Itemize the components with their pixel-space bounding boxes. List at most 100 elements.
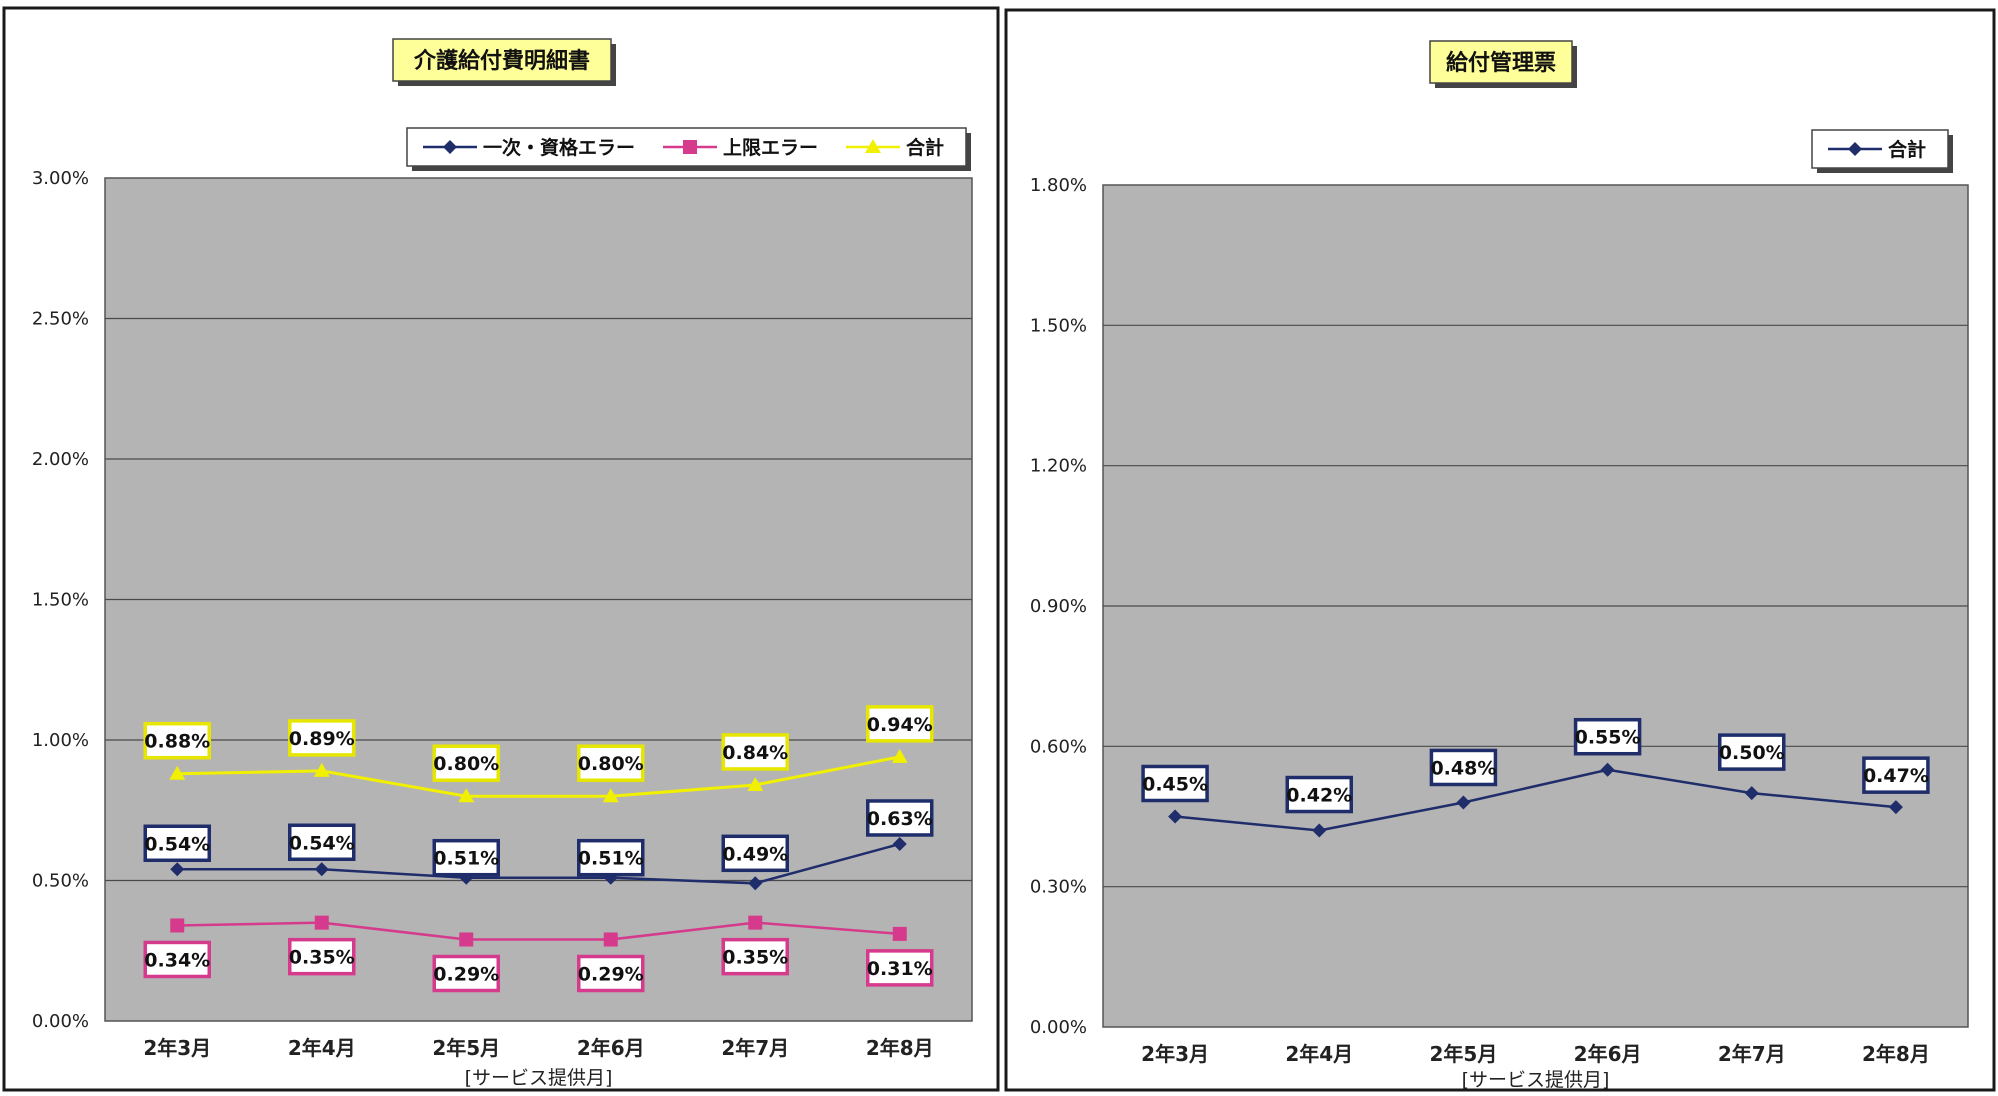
legend-marker [443,140,457,154]
data-point [748,915,763,930]
legend-marker [683,140,697,154]
x-category-label: 2年4月 [288,1036,356,1060]
y-tick-label: 1.50% [32,590,89,611]
data-label: 0.54% [144,833,210,855]
data-label-box [577,954,645,993]
data-point [459,932,474,947]
legend-label: 合計 [1888,138,1926,161]
x-category-label: 2年8月 [1862,1042,1930,1066]
legend-marker [1848,142,1862,156]
data-label: 0.29% [433,964,499,986]
data-label-box [577,744,645,782]
y-tick-label: 0.90% [1030,596,1087,617]
data-point [892,836,907,851]
data-label-box [432,954,500,993]
data-point [170,918,185,933]
x-category-label: 2年7月 [721,1036,789,1060]
data-point [603,932,618,947]
data-label-box [866,705,934,743]
series-line [177,842,901,885]
data-point [1312,823,1327,838]
data-point [602,788,619,803]
chart-kyufu-kanrihyo: 0.00% 0.30% 0.60% 0.90% 1.20% 1.50% 1.80% 2年3月 2… [1030,40,1969,1091]
data-label-box [288,719,356,757]
x-category-label: 2年5月 [1429,1042,1497,1066]
y-tick-label: 0.60% [1030,736,1087,757]
y-tick-label: 0.50% [32,871,89,892]
chart-kaigo-kyufuhi-meisaisho: 0.00% 0.50% 1.00% 1.50% 2.00% 2.50% 3.00% 2年3月 2… [32,38,973,1089]
data-point [314,915,329,930]
data-label: 0.80% [433,753,499,775]
data-label: 0.63% [867,808,933,830]
x-category-label: 2年3月 [1141,1042,1209,1066]
data-label-box [1429,748,1498,787]
y-tick-label: 0.00% [32,1011,89,1032]
legend-label: 一次・資格エラー [483,136,635,159]
data-label: 0.35% [289,947,355,969]
series-line [1174,768,1897,832]
data-point [170,862,185,877]
x-category-label: 2年3月 [143,1036,211,1060]
data-point [1456,795,1471,810]
chart-title-box [392,38,612,82]
data-point [1744,786,1759,801]
legend-label: 上限エラー [723,137,818,159]
data-point [1168,809,1183,824]
series-line [177,921,900,941]
chart-title: 給付管理票 [1446,50,1556,76]
y-tick-label: 1.50% [1030,315,1087,336]
data-point [1600,762,1615,777]
data-label: 0.54% [289,832,355,854]
data-label: 0.29% [578,964,644,986]
x-axis-label: [サービス提供月] [1462,1069,1610,1091]
data-point [748,876,763,891]
y-tick-label: 2.00% [32,449,89,470]
data-label: 0.51% [433,848,499,870]
y-tick-label: 3.00% [32,168,89,189]
data-label: 0.45% [1142,774,1208,796]
data-label-box [577,838,645,877]
data-label-box [143,721,211,760]
y-tick-label: 1.80% [1030,175,1087,196]
x-axis-label: [サービス提供月] [465,1067,613,1089]
data-label: 0.84% [722,742,788,764]
data-point [747,776,764,791]
data-label-box [432,838,500,877]
data-label-box [721,733,789,771]
data-label-box [866,799,934,837]
data-label: 0.50% [1719,742,1785,764]
y-tick-label: 0.00% [1030,1017,1087,1038]
data-label-box [1573,717,1642,756]
data-label-box [721,834,789,873]
data-label: 0.80% [578,753,644,775]
data-label: 0.89% [289,728,355,750]
data-label-box [143,940,211,979]
data-label-box [432,744,500,782]
data-label-box [1141,764,1209,803]
y-tick-label: 1.00% [32,730,89,751]
x-category-label: 2年8月 [866,1036,934,1060]
data-label-box [1285,775,1353,814]
chart-title: 介護給付費明細書 [413,48,590,74]
data-label-box [866,949,934,987]
data-label: 0.42% [1286,785,1352,807]
data-label: 0.88% [144,731,210,753]
y-tick-label: 2.50% [32,309,89,330]
data-label: 0.51% [578,848,644,870]
data-label: 0.31% [867,958,933,980]
data-label-box [143,824,211,863]
x-category-label: 2年6月 [577,1036,645,1060]
chart-title-box [1429,40,1573,84]
data-label: 0.49% [722,843,788,865]
y-tick-label: 1.20% [1030,456,1087,477]
data-label-box [721,937,789,976]
data-point [892,926,907,941]
data-label: 0.47% [1863,765,1929,787]
data-point [314,862,329,877]
data-label: 0.35% [722,947,788,969]
data-label-box [288,823,356,862]
data-point [458,788,475,803]
data-point [1888,800,1903,815]
data-point [169,765,186,780]
x-category-label: 2年7月 [1718,1042,1786,1066]
